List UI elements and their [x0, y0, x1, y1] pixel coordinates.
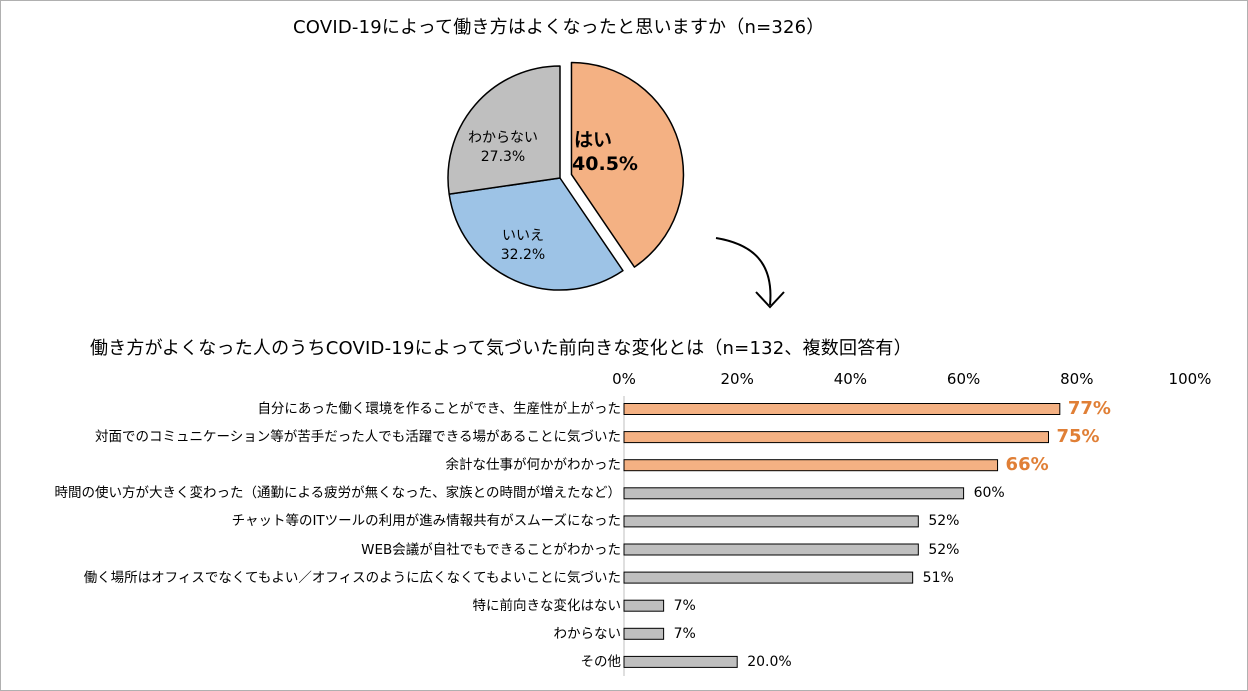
- bar-9: [623, 655, 738, 668]
- arrow-down-icon: [715, 237, 785, 309]
- bar-5: [623, 543, 919, 556]
- pie-label-no-name: いいえ: [501, 228, 544, 244]
- pie-label-unknown-value: 27.3%: [480, 149, 526, 165]
- x-tick-label: 100%: [1168, 370, 1212, 388]
- pie-slice-1: [448, 177, 624, 291]
- value-label: 52%: [928, 513, 960, 530]
- category-label: わからない: [553, 625, 622, 642]
- value-label: 7%: [673, 625, 696, 642]
- category-label: 余計な仕事が何かがわかった: [445, 457, 622, 474]
- pie-slice-0: [570, 61, 685, 268]
- category-label: 自分にあった働く環境を作ることができ、生産性が上がった: [257, 401, 621, 417]
- bar-3: [623, 487, 965, 500]
- x-tick-label: 80%: [1060, 370, 1094, 388]
- pie-slice-2: [447, 65, 561, 195]
- x-tick-label: 0%: [612, 370, 636, 388]
- value-label: 66%: [1005, 454, 1049, 476]
- pie-label-unknown: わからない 27.3%: [468, 129, 538, 167]
- pie-label-unknown-name: わからない: [468, 130, 538, 146]
- bar-8: [623, 627, 665, 640]
- pie-label-yes-name: はい: [574, 129, 613, 151]
- value-label: 60%: [973, 485, 1005, 502]
- bar-2: [623, 459, 999, 472]
- category-label: その他: [580, 653, 622, 670]
- pie-label-no: いいえ 32.2%: [501, 227, 545, 265]
- value-label: 20.0%: [747, 653, 792, 670]
- bar-chart-title: 働き方がよくなった人のうちCOVID-19によって気づいた前向きな変化とは（n=…: [90, 338, 912, 359]
- value-label: 77%: [1067, 398, 1111, 419]
- bar-7: [623, 599, 665, 612]
- category-label: 特に前向きな変化はない: [472, 597, 622, 614]
- bar-6: [623, 571, 914, 584]
- category-label: チャット等のITツールの利用が進み情報共有がスムーズになった: [231, 513, 621, 530]
- category-label: 対面でのコミュニケーション等が苦手だった人でも活躍できる場があることに気づいた: [95, 429, 621, 446]
- value-label: 52%: [928, 541, 960, 558]
- pie-label-yes: はい 40.5%: [572, 128, 638, 176]
- x-tick-label: 20%: [720, 370, 754, 388]
- value-label: 75%: [1056, 426, 1100, 448]
- pie-label-no-value: 32.2%: [500, 247, 546, 263]
- category-label: 時間の使い方が大きく変わった（通勤による疲労が無くなった、家族との時間が増えたな…: [54, 485, 621, 502]
- pie-chart: [447, 61, 685, 291]
- bar-0: [623, 403, 1061, 415]
- bar-4: [623, 515, 919, 528]
- pie-chart-title: COVID-19によって働き方はよくなったと思いますか（n=326）: [293, 17, 825, 38]
- value-label: 51%: [922, 569, 954, 586]
- bar-chart: [623, 396, 1061, 676]
- value-label: 7%: [673, 597, 696, 614]
- x-tick-label: 40%: [833, 370, 868, 388]
- category-label: WEB会議が自社でもできることがわかった: [361, 541, 621, 558]
- x-tick-label: 60%: [946, 370, 981, 388]
- pie-label-yes-value: 40.5%: [572, 153, 638, 175]
- bar-1: [623, 431, 1049, 444]
- category-label: 働く場所はオフィスでなくてもよい／オフィスのように広くなくてもよいことに気づいた: [83, 569, 621, 586]
